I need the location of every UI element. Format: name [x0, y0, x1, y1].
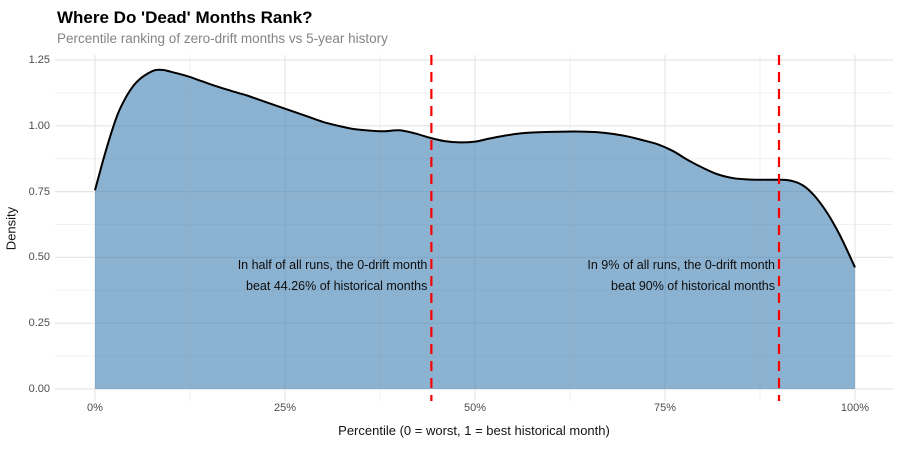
y-tick-label: 1.00 — [28, 119, 50, 132]
y-tick-label: 0.75 — [28, 185, 50, 198]
y-tick-label: 1.25 — [28, 54, 50, 66]
annotation-text: In 9% of all runs, the 0-drift month beat… — [587, 255, 775, 297]
y-tick-label: 0.50 — [28, 251, 50, 264]
y-tick-label: 0.25 — [28, 317, 50, 330]
annotation-line: In half of all runs, the 0-drift month — [237, 257, 428, 272]
x-tick-label: 50% — [463, 402, 487, 414]
x-tick-label: 25% — [273, 402, 297, 414]
annotation-line: beat 90% of historical months — [611, 278, 775, 293]
x-tick-label: 75% — [653, 402, 677, 414]
annotation-line: In 9% of all runs, the 0-drift month — [587, 257, 775, 272]
y-tick-label: 0.00 — [28, 383, 50, 395]
x-tick-label: 100% — [840, 402, 870, 414]
annotation-line: beat 44.26% of historical months — [246, 278, 428, 293]
x-tick-label: 0% — [87, 402, 103, 414]
x-axis-title: Percentile (0 = worst, 1 = best historic… — [338, 423, 610, 438]
chart-subtitle: Percentile ranking of zero-drift months … — [57, 31, 388, 46]
chart-title: Where Do 'Dead' Months Rank? — [57, 8, 313, 27]
density-area — [95, 69, 855, 390]
annotation-text: In half of all runs, the 0-drift month be… — [238, 255, 428, 297]
